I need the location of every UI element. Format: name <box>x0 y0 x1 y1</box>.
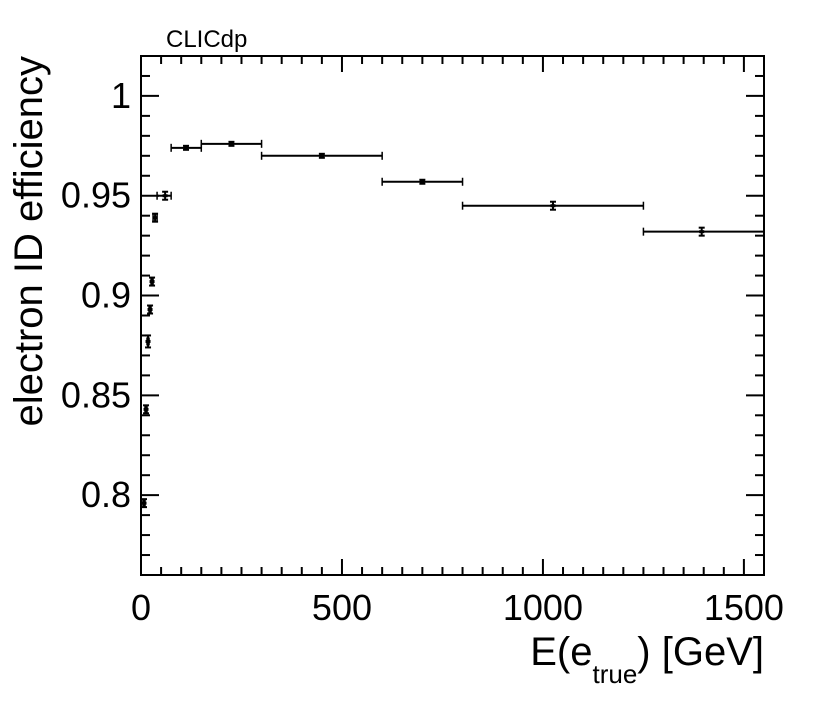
data-point <box>200 139 263 148</box>
data-marker <box>141 501 147 505</box>
x-axis-title-subscript: true <box>592 659 637 689</box>
y-tick-label: 0.8 <box>81 474 131 515</box>
data-point <box>147 304 154 315</box>
x-tick-label: 500 <box>312 587 372 628</box>
data-point <box>642 226 765 237</box>
data-marker <box>183 146 189 150</box>
data-marker <box>319 154 325 158</box>
data-marker <box>162 194 168 198</box>
data-point <box>141 498 148 509</box>
y-tick-label: 0.85 <box>61 374 131 415</box>
data-point <box>260 151 383 160</box>
data-point <box>156 190 172 201</box>
data-point <box>381 177 464 186</box>
data-marker <box>550 204 556 208</box>
data-marker <box>419 180 425 184</box>
axis-ticks <box>140 55 765 576</box>
data-points <box>141 139 765 509</box>
x-axis-title: E(etrue) [GeV] <box>530 630 764 689</box>
clicdp-label: CLICdp <box>166 26 247 53</box>
data-point <box>170 143 203 152</box>
data-point <box>145 334 152 349</box>
x-tick-label: 0 <box>131 587 151 628</box>
data-point <box>143 404 150 415</box>
data-point <box>149 276 156 287</box>
y-axis-title: electron ID efficiency <box>7 56 51 427</box>
data-marker <box>228 142 234 146</box>
data-marker <box>152 216 158 220</box>
data-marker <box>149 280 155 284</box>
y-tick-label: 0.9 <box>81 275 131 316</box>
y-tick-label: 0.95 <box>61 175 131 216</box>
data-marker <box>143 407 149 411</box>
data-marker <box>699 230 705 234</box>
x-tick-label: 1000 <box>503 587 583 628</box>
data-marker <box>145 339 151 343</box>
x-axis-title-main: E(e <box>530 630 592 674</box>
axis-tick-labels: 0 500 1000 1500 0.8 0.85 0.9 0.95 1 <box>61 75 784 628</box>
y-tick-label: 1 <box>111 75 131 116</box>
x-axis-title-unit: ) [GeV] <box>637 630 764 674</box>
x-tick-label: 1500 <box>704 587 784 628</box>
data-point <box>461 200 645 211</box>
data-point <box>152 212 159 223</box>
data-marker <box>147 308 153 312</box>
